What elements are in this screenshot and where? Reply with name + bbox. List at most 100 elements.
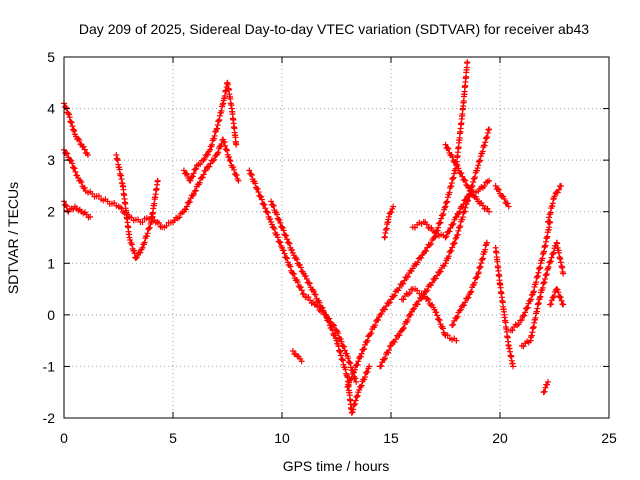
data-point [388, 342, 394, 349]
data-point [521, 312, 528, 319]
data-point [215, 149, 222, 156]
data-point [501, 196, 508, 203]
data-point [223, 146, 230, 153]
data-point [452, 158, 459, 165]
data-point [269, 201, 276, 208]
data-point [264, 209, 271, 216]
data-point [456, 307, 463, 314]
data-point [474, 274, 481, 281]
data-point [354, 361, 361, 368]
data-point [337, 352, 344, 359]
data-point [446, 228, 453, 235]
data-point [485, 126, 492, 133]
data-point [423, 221, 430, 228]
data-point [400, 296, 407, 303]
data-point [443, 233, 450, 240]
y-tick-label: 2 [47, 204, 55, 220]
data-point [553, 286, 560, 293]
data-point [461, 176, 468, 183]
data-point [462, 177, 469, 184]
data-point [233, 141, 240, 148]
data-point [428, 224, 435, 231]
data-point [364, 337, 371, 344]
data-point [137, 249, 144, 256]
data-point [495, 186, 502, 193]
data-point [457, 306, 464, 313]
data-point [294, 279, 301, 286]
x-axis-label: GPS time / hours [283, 458, 390, 474]
data-point [84, 151, 91, 158]
data-point [515, 321, 522, 328]
data-point [558, 297, 565, 304]
data-point [401, 277, 408, 284]
data-point [289, 347, 296, 354]
data-point [331, 322, 338, 329]
data-point [454, 313, 461, 320]
data-point [143, 233, 150, 240]
data-point [303, 275, 310, 282]
data-point [445, 253, 452, 260]
data-point [263, 208, 270, 215]
data-point [297, 284, 304, 291]
data-point [231, 166, 238, 173]
data-point [382, 355, 389, 362]
data-point [442, 141, 449, 148]
data-point [346, 359, 353, 366]
data-point [459, 203, 466, 210]
y-axis-label: SDTVAR / TECUs [5, 182, 21, 294]
data-point [95, 192, 102, 199]
data-point [440, 210, 447, 217]
data-point [518, 317, 525, 324]
y-tick-label: -1 [43, 358, 56, 374]
data-point [63, 203, 70, 210]
data-point [146, 224, 153, 231]
data-point [441, 204, 448, 211]
data-point [206, 163, 213, 170]
data-point [283, 232, 290, 239]
data-point [454, 231, 461, 238]
data-point [224, 147, 231, 154]
data-point [80, 143, 87, 150]
data-point [283, 254, 290, 261]
data-point [76, 137, 83, 144]
data-point [281, 250, 288, 257]
data-point [400, 324, 407, 331]
data-point [492, 182, 499, 189]
data-point [541, 388, 548, 395]
data-point [247, 171, 254, 178]
data-point [209, 141, 216, 148]
axis-ticks: 0 5 10 15 20 25 -2 -1 0 1 2 3 4 5 [43, 49, 617, 446]
data-point [163, 222, 170, 229]
data-point [447, 224, 454, 231]
data-point [354, 392, 361, 399]
data-point [144, 230, 151, 237]
data-point [445, 145, 452, 152]
data-point [551, 193, 558, 200]
data-point [429, 279, 436, 286]
data-point [211, 156, 218, 163]
data-point [353, 393, 360, 400]
data-point [343, 350, 350, 357]
data-point [547, 258, 554, 265]
data-point [81, 146, 88, 153]
data-point [230, 164, 237, 171]
data-point [558, 182, 565, 189]
data-point [509, 327, 516, 334]
data-point [456, 209, 463, 216]
data-point [322, 311, 329, 318]
data-point [483, 134, 490, 141]
data-point [554, 189, 561, 196]
data-point [390, 293, 397, 300]
data-point [285, 239, 292, 246]
data-point [435, 316, 442, 323]
data-point [481, 142, 488, 149]
data-point [69, 123, 76, 130]
data-point [306, 280, 313, 287]
data-point [404, 316, 411, 323]
data-point [479, 148, 486, 155]
data-point [449, 244, 456, 251]
data-point [192, 187, 199, 194]
data-point [235, 177, 242, 184]
data-point [252, 180, 259, 187]
data-point [457, 223, 464, 230]
